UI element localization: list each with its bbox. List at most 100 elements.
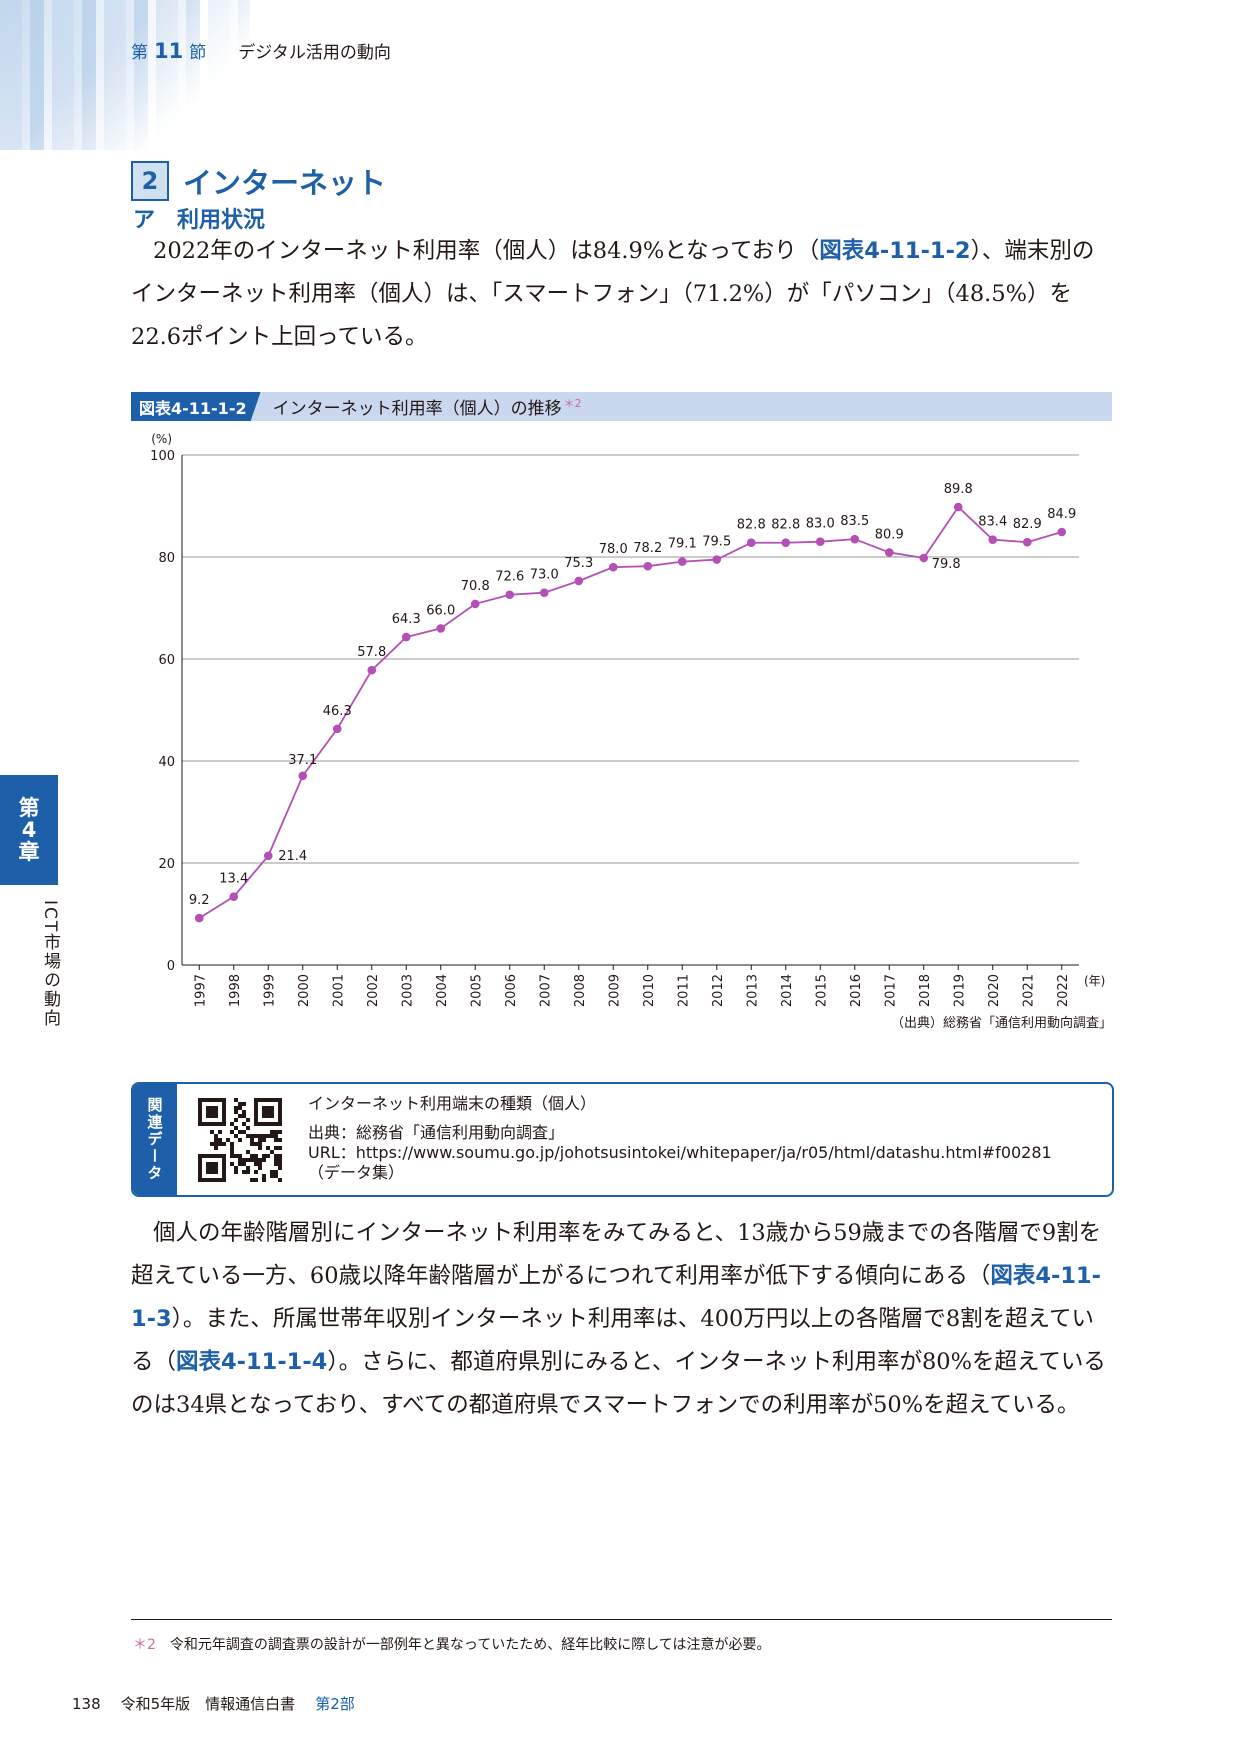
data-label: 46.3 xyxy=(323,704,352,719)
qr-module xyxy=(278,1158,282,1162)
related-data-tab: 関連データ xyxy=(133,1084,177,1195)
qr-module xyxy=(254,1154,258,1158)
qr-module xyxy=(274,1158,278,1162)
y-tick-label: 80 xyxy=(158,551,175,566)
data-label: 78.2 xyxy=(633,541,662,556)
qr-module xyxy=(230,1150,234,1154)
running-header: 第 11 節 デジタル活用の動向 xyxy=(131,38,391,63)
chart-source: （出典）総務省「通信利用動向調査」 xyxy=(890,1016,1112,1031)
qr-module xyxy=(246,1170,250,1174)
section-heading: 2 インターネット xyxy=(131,160,386,202)
qr-module xyxy=(234,1118,238,1122)
related-data-tab-label: 関連データ xyxy=(145,1097,164,1182)
figure-ref-link-4[interactable]: 図表4-11-1-4 xyxy=(176,1349,328,1375)
header-title: デジタル活用の動向 xyxy=(238,43,391,63)
qr-module xyxy=(226,1138,230,1142)
paragraph-1: 2022年のインターネット利用率（個人）は84.9%となっており（図表4-11-… xyxy=(131,230,1114,359)
data-point xyxy=(194,913,204,923)
para2-text-3: ）。さらに、都道府県別にみると、インターネット利用率が80%を超えているのは34… xyxy=(131,1349,1106,1418)
qr-module xyxy=(230,1146,234,1150)
qr-module xyxy=(230,1154,234,1158)
qr-module xyxy=(254,1142,258,1146)
data-label: 70.8 xyxy=(461,579,490,594)
qr-module xyxy=(262,1178,266,1182)
figure-caption-bar: 図表4-11-1-2 インターネット利用率（個人）の推移 ＊2 xyxy=(131,392,1112,421)
qr-module xyxy=(270,1134,274,1138)
data-label: 83.4 xyxy=(978,515,1007,530)
part-label: 第2部 xyxy=(315,1695,355,1713)
section-title: インターネット xyxy=(183,166,387,200)
qr-module xyxy=(218,1138,222,1142)
qr-module xyxy=(238,1102,242,1106)
x-tick-label: 2005 xyxy=(469,974,484,1007)
qr-code-icon[interactable] xyxy=(198,1098,282,1182)
data-point xyxy=(574,576,584,586)
qr-module xyxy=(258,1158,262,1162)
qr-module xyxy=(254,1170,258,1174)
qr-module xyxy=(230,1122,234,1126)
x-tick-label: 2000 xyxy=(297,974,312,1007)
qr-module xyxy=(258,1162,262,1166)
y-tick-label: 40 xyxy=(158,755,175,770)
y-axis-unit: (%) xyxy=(151,432,172,446)
x-tick-label: 1999 xyxy=(262,974,277,1007)
x-tick-label: 2020 xyxy=(987,974,1002,1007)
qr-module xyxy=(218,1142,222,1146)
qr-module xyxy=(234,1154,238,1158)
x-tick-label: 2009 xyxy=(607,974,622,1007)
data-label: 82.9 xyxy=(1013,517,1042,532)
qr-module xyxy=(266,1154,270,1158)
data-label: 79.5 xyxy=(702,535,731,550)
qr-module xyxy=(246,1118,250,1122)
data-point xyxy=(263,851,273,861)
qr-module xyxy=(234,1110,238,1114)
qr-module xyxy=(234,1170,238,1174)
qr-module xyxy=(238,1138,242,1142)
qr-module xyxy=(238,1130,242,1134)
figure-ref-link-3[interactable]: 図表4-11-1-3 xyxy=(131,1263,1101,1332)
qr-module xyxy=(278,1138,282,1142)
data-label: 57.8 xyxy=(357,645,386,660)
qr-module xyxy=(278,1178,282,1182)
qr-module xyxy=(274,1134,278,1138)
x-tick-label: 2018 xyxy=(918,974,933,1007)
qr-module xyxy=(242,1114,246,1118)
qr-module xyxy=(254,1178,258,1182)
data-point xyxy=(953,502,963,512)
qr-module xyxy=(262,1154,266,1158)
qr-module xyxy=(274,1170,278,1174)
qr-module xyxy=(230,1130,234,1134)
x-tick-label: 1997 xyxy=(193,974,208,1007)
related-data-source: 出典：総務省「通信利用動向調査」 xyxy=(308,1123,565,1142)
data-point xyxy=(643,561,653,571)
para1-text-1: 2022年のインターネット利用率（個人）は84.9%となっており（ xyxy=(153,238,820,264)
figure-ref-link[interactable]: 図表4-11-1-2 xyxy=(819,238,971,264)
qr-module xyxy=(242,1170,246,1174)
x-tick-label: 2011 xyxy=(676,974,691,1007)
x-tick-label: 2022 xyxy=(1056,974,1071,1007)
data-label: 78.0 xyxy=(599,542,628,557)
qr-module xyxy=(262,1106,274,1118)
header-prefix: 第 xyxy=(131,43,148,63)
data-point xyxy=(436,624,446,633)
data-point xyxy=(815,537,825,546)
y-tick-label: 0 xyxy=(167,959,175,974)
subsection-title: ア 利用状況 xyxy=(133,208,266,233)
para2-text-2: ）。また、所属世帯年収別インターネット利用率は、400万円以上の各階層で8割を超… xyxy=(131,1306,1095,1375)
footnote-divider xyxy=(131,1619,1112,1620)
data-point xyxy=(298,771,308,781)
qr-module xyxy=(250,1158,254,1162)
qr-module xyxy=(242,1162,246,1166)
qr-module xyxy=(234,1106,238,1110)
footnote-mark: ＊2 xyxy=(133,1637,156,1653)
related-data-url[interactable]: URL：https://www.soumu.go.jp/johotsusinto… xyxy=(308,1143,1052,1162)
qr-module xyxy=(242,1110,246,1114)
data-label: 9.2 xyxy=(189,893,210,908)
data-point xyxy=(988,535,998,544)
data-label: 79.8 xyxy=(932,557,961,572)
data-label: 75.3 xyxy=(564,556,593,571)
chapter-side-title: ICT市場の動向 xyxy=(40,900,60,1029)
data-point xyxy=(367,665,377,675)
qr-module xyxy=(230,1162,234,1166)
qr-module xyxy=(258,1146,262,1150)
